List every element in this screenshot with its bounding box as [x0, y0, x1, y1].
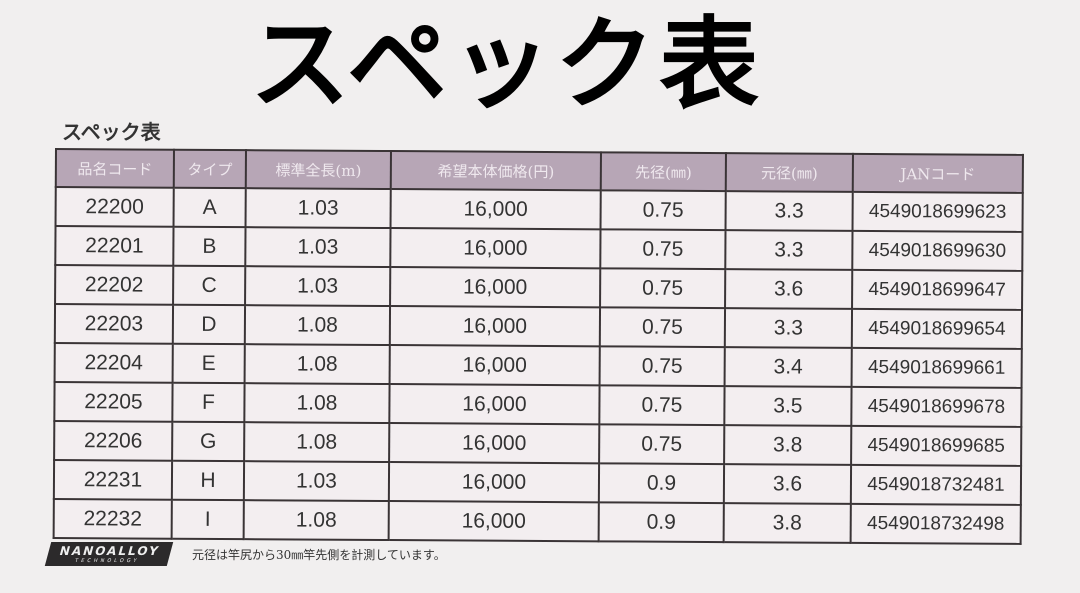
cell-butt-diameter: 3.3 — [725, 230, 853, 270]
table-row: 22204 E 1.08 16,000 0.75 3.4 4549018699661 — [54, 343, 1022, 388]
cell-price: 16,000 — [390, 267, 601, 308]
cell-tip-diameter: 0.75 — [600, 229, 726, 270]
cell-product-code: 22205 — [54, 382, 173, 422]
cell-length: 1.03 — [245, 227, 391, 268]
cell-length: 1.08 — [244, 305, 391, 346]
cell-tip-diameter: 0.75 — [599, 346, 725, 387]
cell-price: 16,000 — [388, 501, 599, 542]
cell-product-code: 22204 — [54, 343, 173, 383]
cell-price: 16,000 — [390, 189, 601, 230]
cell-butt-diameter: 3.3 — [724, 308, 853, 348]
cell-type: C — [173, 265, 246, 306]
cell-length: 1.03 — [243, 461, 390, 502]
cell-type: H — [171, 460, 245, 501]
cell-butt-diameter: 3.4 — [724, 347, 852, 387]
cell-product-code: 22232 — [53, 498, 172, 539]
cell-tip-diameter: 0.9 — [598, 502, 724, 543]
table-row: 22231 H 1.03 16,000 0.9 3.6 4549018732481 — [53, 460, 1022, 505]
cell-price: 16,000 — [389, 384, 600, 425]
table-row: 22200 A 1.03 16,000 0.75 3.3 4549018699623 — [55, 187, 1023, 232]
table-row: 22201 B 1.03 16,000 0.75 3.3 4549018699630 — [55, 226, 1023, 271]
header-tip-diameter: 先径(㎜) — [600, 152, 726, 192]
cell-product-code: 22203 — [54, 304, 174, 344]
cell-jan-code: 4549018699661 — [851, 347, 1022, 388]
cell-type: I — [171, 499, 244, 540]
cell-type: B — [173, 226, 246, 267]
cell-jan-code: 4549018699678 — [851, 386, 1022, 427]
cell-jan-code: 4549018699685 — [851, 425, 1022, 466]
header-butt-diameter: 元径(㎜) — [725, 153, 853, 192]
table-row: 22205 F 1.08 16,000 0.75 3.5 4549018699678 — [54, 382, 1022, 427]
cell-product-code: 22202 — [55, 265, 174, 305]
cell-length: 1.03 — [245, 188, 391, 229]
page-title: スペック表 — [250, 6, 763, 123]
cell-tip-diameter: 0.75 — [600, 268, 726, 309]
cell-price: 16,000 — [389, 306, 601, 347]
cell-jan-code: 4549018699647 — [852, 269, 1023, 310]
cell-tip-diameter: 0.75 — [599, 307, 726, 348]
cell-tip-diameter: 0.75 — [600, 190, 726, 231]
cell-length: 1.08 — [244, 344, 390, 385]
cell-tip-diameter: 0.75 — [599, 424, 725, 465]
cell-product-code: 22231 — [53, 460, 173, 500]
spec-table: 品名コード タイプ 標準全長(m) 希望本体価格(円) 先径(㎜) 元径(㎜) … — [53, 148, 1024, 545]
cell-length: 1.03 — [245, 266, 391, 307]
cell-price: 16,000 — [390, 228, 601, 269]
cell-tip-diameter: 0.75 — [599, 385, 725, 426]
cell-price: 16,000 — [388, 462, 600, 503]
cell-butt-diameter: 3.8 — [723, 503, 851, 543]
cell-jan-code: 4549018699623 — [852, 191, 1023, 232]
table-row: 22203 D 1.08 16,000 0.75 3.3 4549018699654 — [54, 304, 1023, 349]
cell-jan-code: 4549018699630 — [852, 230, 1023, 271]
nanoalloy-logo: NANOALLOY TECHNOLOGY — [44, 542, 174, 566]
header-product-code: 品名コード — [55, 149, 174, 188]
cell-price: 16,000 — [389, 423, 600, 464]
table-header-row: 品名コード タイプ 標準全長(m) 希望本体価格(円) 先径(㎜) 元径(㎜) … — [55, 149, 1023, 193]
table-row: 22232 I 1.08 16,000 0.9 3.8 4549018732498 — [53, 498, 1021, 544]
cell-type: D — [172, 304, 246, 345]
cell-jan-code: 4549018699654 — [851, 308, 1023, 349]
cell-butt-diameter: 3.3 — [725, 191, 853, 231]
cell-type: F — [172, 382, 245, 423]
cell-jan-code: 4549018732498 — [850, 503, 1021, 544]
cell-butt-diameter: 3.5 — [724, 386, 852, 426]
table-row: 22202 C 1.03 16,000 0.75 3.6 4549018699647 — [55, 265, 1023, 310]
cell-tip-diameter: 0.9 — [598, 463, 725, 504]
header-price: 希望本体価格(円) — [390, 151, 601, 191]
cell-type: A — [173, 187, 246, 228]
table-title: スペック表 — [62, 120, 161, 144]
cell-type: E — [172, 343, 245, 384]
cell-product-code: 22200 — [55, 187, 174, 227]
cell-price: 16,000 — [389, 345, 600, 386]
cell-butt-diameter: 3.8 — [724, 425, 852, 465]
table-row: 22206 G 1.08 16,000 0.75 3.8 4549018699685 — [54, 421, 1022, 466]
header-type: タイプ — [173, 149, 246, 189]
cell-length: 1.08 — [243, 500, 389, 541]
cell-product-code: 22206 — [54, 421, 173, 461]
cell-jan-code: 4549018732481 — [850, 464, 1022, 505]
cell-length: 1.08 — [244, 383, 390, 424]
header-length: 標準全長(m) — [245, 150, 391, 190]
cell-length: 1.08 — [244, 422, 390, 463]
cell-product-code: 22201 — [55, 226, 174, 266]
footer: NANOALLOY TECHNOLOGY 元径は竿尻から30㎜竿先側を計測していま… — [44, 542, 446, 566]
cell-type: G — [172, 421, 245, 462]
header-jan-code: JANコード — [852, 153, 1023, 193]
cell-butt-diameter: 3.6 — [725, 269, 853, 309]
cell-butt-diameter: 3.6 — [723, 464, 852, 504]
footnote: 元径は竿尻から30㎜竿先側を計測しています。 — [192, 547, 446, 562]
